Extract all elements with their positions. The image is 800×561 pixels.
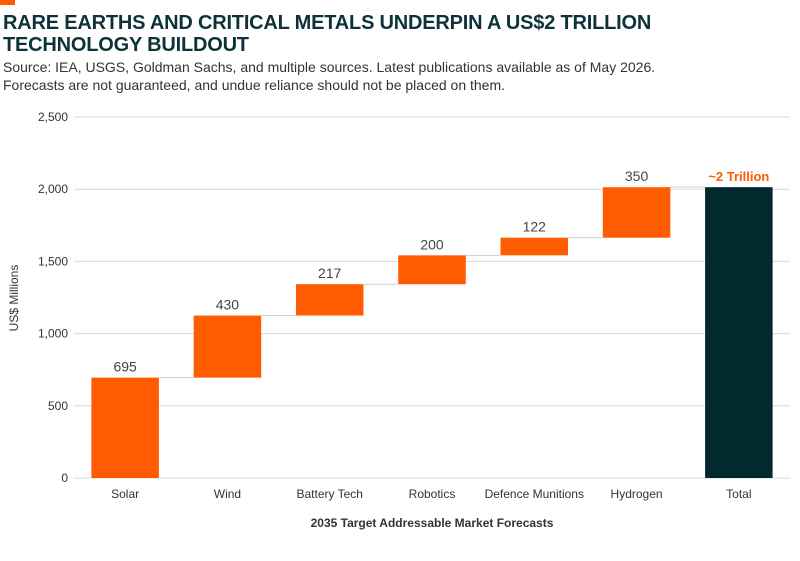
connector-lines xyxy=(158,186,706,379)
data-labels: 695 430 217 200 122 350 ~2 Trillion xyxy=(113,168,769,374)
chart-title: RARE EARTHS AND CRITICAL METALS UNDERPIN… xyxy=(3,12,793,56)
title-line-1: RARE EARTHS AND CRITICAL METALS UNDERPIN… xyxy=(3,12,652,34)
y-tick-label: 2,500 xyxy=(38,110,68,124)
bar-battery-tech xyxy=(295,284,364,316)
category-label: Wind xyxy=(214,487,241,501)
category-label: Battery Tech xyxy=(296,487,362,501)
data-label: 200 xyxy=(420,236,444,252)
x-axis-title: 2035 Target Addressable Market Forecasts xyxy=(311,516,554,530)
bar-wind xyxy=(193,315,262,378)
bar-solar xyxy=(91,377,159,478)
x-axis-categories: Solar Wind Battery Tech Robotics Defence Mun… xyxy=(111,487,751,501)
title-line-2: TECHNOLOGY BUILDOUT xyxy=(3,34,249,56)
y-tick-label: 500 xyxy=(48,399,68,413)
bar-total xyxy=(705,187,773,478)
data-label: 695 xyxy=(113,359,137,375)
y-tick-label: 1,500 xyxy=(38,254,68,268)
y-tick-label: 1,000 xyxy=(38,327,68,341)
y-axis-ticks: 0 500 1,000 1,500 2,000 2,500 xyxy=(38,110,68,485)
bar-defence-munitions xyxy=(500,237,569,256)
data-label: 122 xyxy=(523,219,547,235)
category-label: Robotics xyxy=(409,487,456,501)
category-label: Solar xyxy=(111,487,139,501)
accent-bar xyxy=(0,0,15,5)
category-label: Hydrogen xyxy=(611,487,663,501)
bar-hydrogen xyxy=(602,187,671,238)
category-label: Defence Munitions xyxy=(485,487,584,501)
y-tick-label: 2,000 xyxy=(38,182,68,196)
data-label: 430 xyxy=(216,297,240,313)
grid-lines xyxy=(74,116,790,479)
total-data-label: ~2 Trillion xyxy=(708,169,769,184)
data-label: 350 xyxy=(625,168,649,184)
bar-robotics xyxy=(398,255,466,285)
y-axis-title: US$ Millions xyxy=(7,265,21,332)
category-label: Total xyxy=(726,487,751,501)
y-tick-label: 0 xyxy=(61,471,68,485)
bars xyxy=(91,187,773,478)
source-line-1: Source: IEA, USGS, Goldman Sachs, and mu… xyxy=(3,59,656,75)
source-line-2: Forecasts are not guaranteed, and undue … xyxy=(3,77,506,93)
data-label: 217 xyxy=(318,265,342,281)
source-note: Source: IEA, USGS, Goldman Sachs, and mu… xyxy=(3,58,793,94)
